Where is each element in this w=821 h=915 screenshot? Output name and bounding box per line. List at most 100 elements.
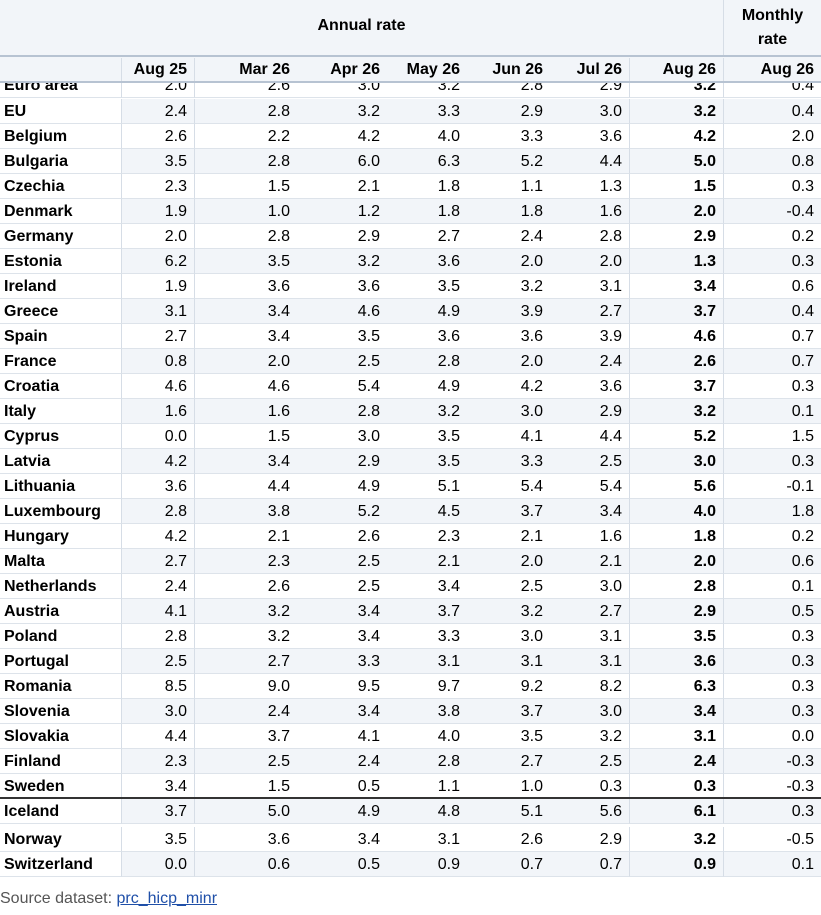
row-label: Slovakia xyxy=(0,724,121,749)
table-cell: 4.5 xyxy=(387,499,467,524)
table-cell: 3.4 xyxy=(297,599,387,624)
monthly-rate-heading: Monthly rate xyxy=(724,4,821,52)
table-cell: 0.1 xyxy=(723,399,821,424)
table-cell: 2.5 xyxy=(550,449,629,474)
table-cell: 0.3 xyxy=(723,649,821,674)
table-cell: 2.0 xyxy=(723,124,821,149)
table-cell: 0.7 xyxy=(723,349,821,374)
table-cell: 1.2 xyxy=(297,199,387,224)
table-cell: 2.5 xyxy=(121,649,194,674)
table-cell: 3.1 xyxy=(387,827,467,852)
table-cell: 4.2 xyxy=(467,374,550,399)
source-dataset-link[interactable]: prc_hicp_minr xyxy=(116,890,218,907)
table-cell: 4.2 xyxy=(121,524,194,549)
table-cell: 3.2 xyxy=(297,99,387,124)
table-cell: 3.0 xyxy=(550,574,629,599)
table-cell: 3.6 xyxy=(297,274,387,299)
table-cell: 3.9 xyxy=(467,299,550,324)
row-label: Latvia xyxy=(0,449,121,474)
header-rule xyxy=(0,55,821,57)
table-cell: 5.2 xyxy=(629,424,723,449)
table-cell: 3.7 xyxy=(121,799,194,824)
table-row: Austria 4.1 3.2 3.4 3.7 3.2 2.7 2.9 0.5 xyxy=(0,599,821,624)
table-cell: -0.3 xyxy=(723,774,821,799)
table-cell: 2.4 xyxy=(194,699,297,724)
table-cell: 0.5 xyxy=(297,852,387,877)
table-cell: 5.4 xyxy=(550,474,629,499)
table-cell: 1.8 xyxy=(467,199,550,224)
table-cell: 3.2 xyxy=(194,599,297,624)
source-label: Source dataset: xyxy=(0,890,113,907)
table-cell: 3.0 xyxy=(297,424,387,449)
table-cell: 3.2 xyxy=(387,399,467,424)
table-cell: 5.6 xyxy=(629,474,723,499)
column-header: Apr 26 xyxy=(330,61,380,78)
table-cell: 3.4 xyxy=(194,299,297,324)
table-cell: 3.3 xyxy=(387,99,467,124)
table-cell: 6.2 xyxy=(121,249,194,274)
table-cell: 4.8 xyxy=(387,799,467,824)
table-cell: 2.0 xyxy=(550,249,629,274)
table-cell: 3.2 xyxy=(629,827,723,852)
table-cell: 1.6 xyxy=(550,199,629,224)
table-cell: 2.5 xyxy=(297,574,387,599)
efta-separator xyxy=(0,797,821,799)
table-cell: 6.1 xyxy=(629,799,723,824)
table-cell: 4.9 xyxy=(297,799,387,824)
table-cell: 3.5 xyxy=(194,249,297,274)
row-label: Belgium xyxy=(0,124,121,149)
table-cell: 3.2 xyxy=(629,399,723,424)
table-cell: 1.8 xyxy=(387,199,467,224)
table-cell: 2.6 xyxy=(297,524,387,549)
table-cell: 3.4 xyxy=(550,499,629,524)
row-label: Poland xyxy=(0,624,121,649)
table-cell: 2.4 xyxy=(297,749,387,774)
table-cell: 6.3 xyxy=(387,149,467,174)
table-cell: 2.4 xyxy=(550,349,629,374)
table-cell: 2.5 xyxy=(467,574,550,599)
table-cell: 3.1 xyxy=(550,274,629,299)
table-cell: 3.2 xyxy=(550,724,629,749)
row-label: Hungary xyxy=(0,524,121,549)
annual-rate-heading: Annual rate xyxy=(317,17,406,34)
table-cell: -0.4 xyxy=(723,199,821,224)
table-cell: 2.3 xyxy=(121,174,194,199)
table-cell: 6.3 xyxy=(629,674,723,699)
table-cell: 2.5 xyxy=(194,749,297,774)
table-cell: 2.8 xyxy=(194,149,297,174)
table-cell: 4.6 xyxy=(121,374,194,399)
header-bottom-rule xyxy=(0,81,821,83)
header-divider xyxy=(723,0,724,56)
row-label: Malta xyxy=(0,549,121,574)
table-cell: 3.5 xyxy=(387,274,467,299)
table-cell: 4.6 xyxy=(629,324,723,349)
table-cell: 2.8 xyxy=(297,399,387,424)
table-cell: 2.6 xyxy=(467,827,550,852)
table-cell: 3.6 xyxy=(194,827,297,852)
table-cell: 3.2 xyxy=(629,99,723,124)
table-cell: 0.3 xyxy=(723,699,821,724)
table-cell: 2.5 xyxy=(550,749,629,774)
table-row: Lithuania 3.6 4.4 4.9 5.1 5.4 5.4 5.6 -0.1 xyxy=(0,474,821,499)
table-cell: 1.6 xyxy=(194,399,297,424)
table-row: Croatia 4.6 4.6 5.4 4.9 4.2 3.6 3.7 0.3 xyxy=(0,374,821,399)
table-cell: 1.6 xyxy=(121,399,194,424)
table-cell: 3.5 xyxy=(121,149,194,174)
table-cell: 2.0 xyxy=(467,349,550,374)
monthly-rate-heading-line1: Monthly xyxy=(741,7,804,24)
table-cell: 0.3 xyxy=(723,249,821,274)
table-cell: 0.9 xyxy=(629,852,723,877)
table-row: France 0.8 2.0 2.5 2.8 2.0 2.4 2.6 0.7 xyxy=(0,349,821,374)
table-cell: 3.7 xyxy=(467,499,550,524)
table-row: Italy 1.6 1.6 2.8 3.2 3.0 2.9 3.2 0.1 xyxy=(0,399,821,424)
table-cell: 2.8 xyxy=(121,624,194,649)
table-cell: 4.4 xyxy=(121,724,194,749)
table-cell: 1.1 xyxy=(387,774,467,799)
table-cell: 1.5 xyxy=(194,174,297,199)
table-cell: 2.1 xyxy=(550,549,629,574)
row-label: Sweden xyxy=(0,774,121,799)
table-cell: 3.6 xyxy=(387,324,467,349)
table-cell: 3.1 xyxy=(387,649,467,674)
table-row: Finland 2.3 2.5 2.4 2.8 2.7 2.5 2.4 -0.3 xyxy=(0,749,821,774)
